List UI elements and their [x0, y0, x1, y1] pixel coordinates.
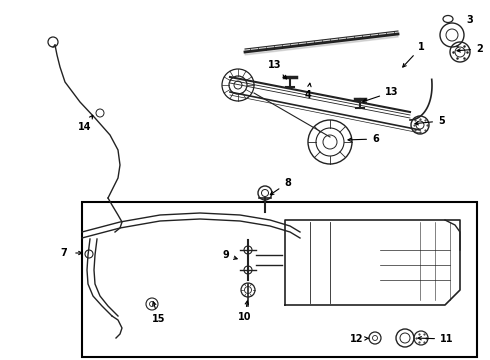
- Bar: [82, 202, 477, 357]
- Text: 10: 10: [238, 301, 251, 322]
- Text: 13: 13: [268, 60, 287, 79]
- Text: 14: 14: [78, 115, 93, 132]
- Text: 12: 12: [350, 334, 369, 344]
- Text: 2: 2: [457, 44, 483, 54]
- Text: 8: 8: [270, 178, 291, 195]
- Text: 9: 9: [222, 250, 237, 260]
- Polygon shape: [245, 31, 398, 55]
- Text: 13: 13: [363, 87, 398, 102]
- Text: 1: 1: [403, 42, 425, 67]
- Text: 4: 4: [305, 83, 312, 100]
- Text: 11: 11: [418, 334, 454, 344]
- Text: 3: 3: [466, 15, 473, 25]
- Text: 15: 15: [152, 302, 166, 324]
- Text: 5: 5: [415, 116, 445, 126]
- Text: 6: 6: [348, 134, 379, 144]
- Text: 7: 7: [61, 248, 68, 258]
